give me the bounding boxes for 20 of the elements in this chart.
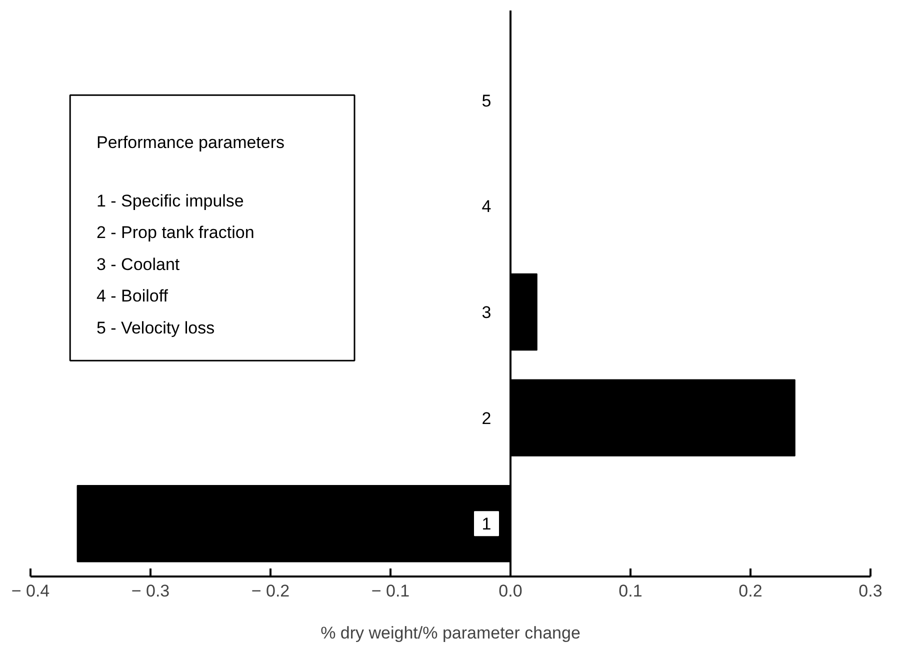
x-tick-label: 0.2 xyxy=(738,582,762,600)
y-tick-label: 4 xyxy=(482,197,492,216)
x-tick-label: 0.1 xyxy=(618,582,642,600)
y-tick-label: 2 xyxy=(482,408,492,428)
x-axis-title: % dry weight/% parameter change xyxy=(320,624,580,642)
y-tick-label: 3 xyxy=(482,303,492,322)
x-tick-label: 0.0 xyxy=(498,582,522,600)
annotation: 4 - Boiloff xyxy=(96,286,168,306)
annotation: Performance parameters xyxy=(96,133,285,152)
annotation: 2 - Prop tank fraction xyxy=(96,223,254,242)
annotation: 3 - Coolant xyxy=(96,254,180,274)
x-tick-label: 0.3 xyxy=(858,582,882,600)
y-tick-label: 5 xyxy=(482,91,492,110)
x-tick-label: − 0.1 xyxy=(371,582,410,600)
annotation: 5 - Velocity loss xyxy=(96,318,215,338)
y-tick-label: 1 xyxy=(482,514,492,534)
x-tick-label: − 0.2 xyxy=(251,582,290,600)
x-tick-label: − 0.3 xyxy=(131,582,170,600)
x-tick-label: − 0.4 xyxy=(11,582,50,600)
annotation: 1 - Specific impulse xyxy=(96,191,244,210)
